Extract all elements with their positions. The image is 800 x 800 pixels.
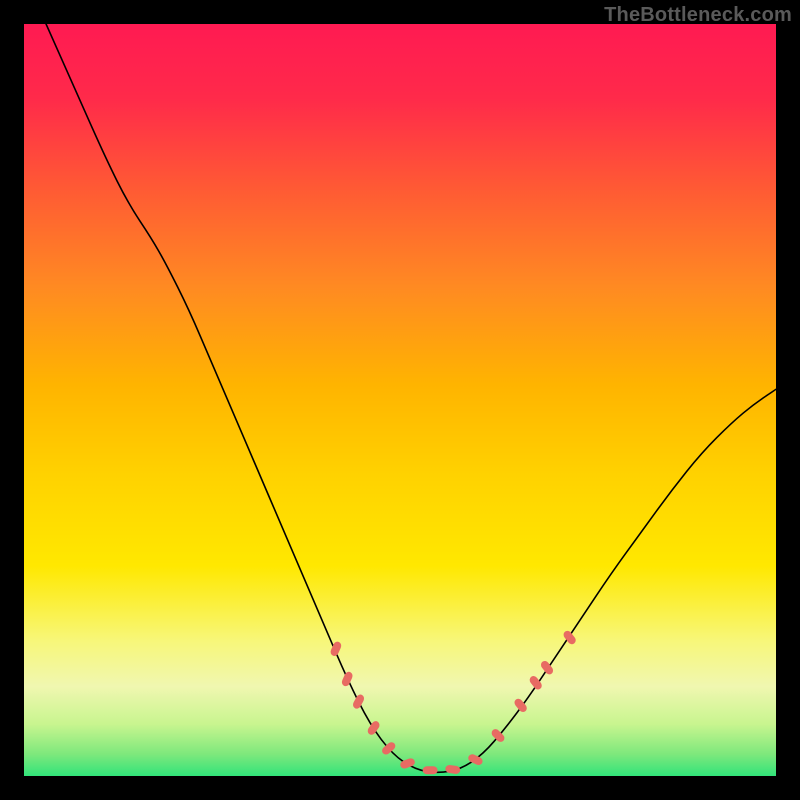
chart-svg [0,0,800,800]
chart-plot-area [23,23,777,777]
watermark-text: TheBottleneck.com [604,4,792,27]
curve-dash-marker [423,767,437,774]
chart-stage: TheBottleneck.com [0,0,800,800]
